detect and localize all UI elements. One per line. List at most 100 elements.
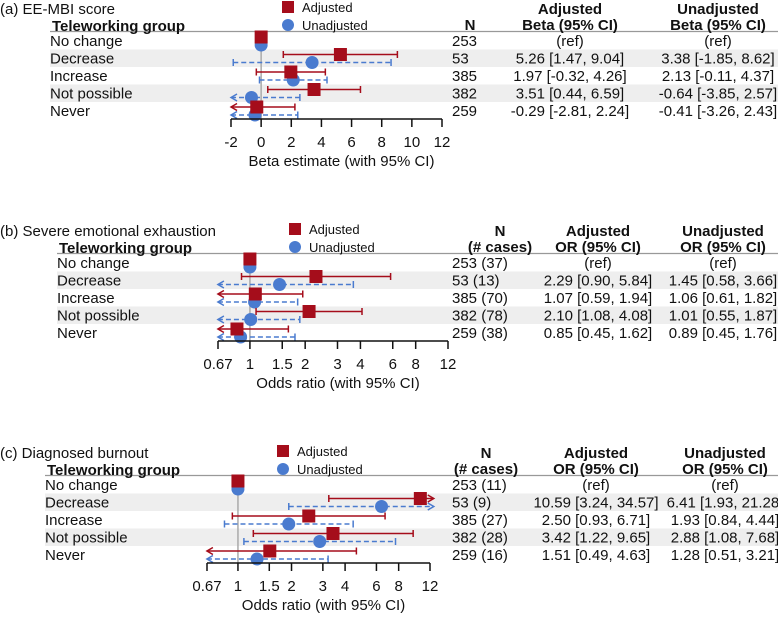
unadjusted-estimate: 0.89 [0.45, 1.76] [669,325,777,342]
n-value: 385 (27) [452,512,508,529]
unadj-ci-arrow-left-icon [229,110,238,120]
adjusted-point [307,83,321,96]
legend-unadjusted-circle-icon [289,241,301,253]
adjusted-estimate: 10.59 [3.24, 34.57] [533,495,658,512]
legend-unadjusted-label: Unadjusted [302,18,368,33]
adjusted-point [248,287,262,301]
adjusted-header: OR (95% CI) [555,239,641,256]
unadjusted-header: OR (95% CI) [680,239,766,256]
n-header: (# cases) [454,461,518,478]
adjusted-estimate: (ref) [582,477,610,494]
adj-ci-arrow-left-icon [229,102,238,112]
unadjusted-header: OR (95% CI) [682,461,768,478]
row-label: Decrease [45,495,109,512]
row-band [45,493,778,511]
n-value: 385 (70) [452,290,508,307]
x-tick-label: 3 [319,578,327,595]
x-tick-label: 6 [347,134,355,151]
unadj-ci-arrow-left-icon [229,93,238,102]
unadj-ci-arrow-left-icon [216,332,225,342]
unadjusted-header: Unadjusted [684,445,766,462]
adjusted-estimate: 2.50 [0.93, 6.71] [542,512,650,529]
adjusted-estimate: 1.97 [-0.32, 4.26] [513,68,626,85]
x-tick-label: 8 [412,356,420,373]
x-axis-label: Odds ratio (with 95% CI) [242,597,405,614]
unadjusted-estimate: 1.93 [0.84, 4.44] [671,512,778,529]
unadj-ci-arrow-right-icon [427,502,436,511]
adjusted-point [230,322,244,336]
x-tick-label: 1.5 [272,356,293,373]
adjusted-header: Beta (95% CI) [522,17,618,34]
adjusted-point [326,527,340,540]
adj-ci-arrow-left-icon [216,324,225,334]
x-tick-label: 10 [404,134,421,151]
adjusted-estimate: 3.51 [0.44, 6.59] [516,86,624,103]
unadj-ci-arrow-left-icon [216,297,225,307]
x-tick-label: 2 [287,578,295,595]
row-band [50,49,778,67]
group-header: Teleworking group [52,18,185,35]
n-value: 382 (78) [452,308,508,325]
unadjusted-estimate: -0.41 [-3.26, 2.43] [659,103,777,120]
adjusted-header: Adjusted [566,223,630,240]
x-axis-label: Beta estimate (with 95% CI) [249,153,435,170]
n-header: N [465,17,476,34]
n-value: 385 [452,68,477,85]
adjusted-point [333,48,347,61]
row-label: Increase [45,512,103,529]
adjusted-estimate: 0.85 [0.45, 1.62] [544,325,652,342]
adjusted-estimate: 5.26 [1.47, 9.04] [516,51,624,68]
x-tick-label: 2 [287,134,295,151]
adjusted-point [263,544,277,558]
unadjusted-estimate: 2.88 [1.08, 7.68] [671,530,778,547]
adjusted-point [302,305,316,318]
n-value: 253 (11) [452,477,507,494]
unadjusted-point [313,535,327,548]
panel-b: (b) Severe emotional exhaustionTeleworki… [0,222,778,392]
x-tick-label: -2 [224,134,237,151]
row-label: Not possible [57,308,140,325]
row-label: Increase [57,290,115,307]
row-label: Decrease [57,273,121,290]
n-header: (# cases) [468,239,532,256]
adjusted-estimate: (ref) [584,255,612,272]
unadjusted-estimate: 2.13 [-0.11, 4.37] [662,68,774,85]
group-header: Teleworking group [59,240,192,257]
group-header: Teleworking group [47,462,180,479]
x-tick-label: 1 [234,578,242,595]
x-tick-label: 12 [440,356,457,373]
row-label: Never [50,103,90,120]
adjusted-point [231,474,245,488]
legend-adjusted-label: Adjusted [297,444,348,459]
n-value: 253 (37) [452,255,508,272]
legend-unadjusted-label: Unadjusted [309,240,375,255]
adjusted-header: Adjusted [538,1,602,18]
n-value: 53 [452,51,469,68]
unadjusted-point [305,56,319,69]
unadjusted-estimate: 6.41 [1.93, 21.28] [667,495,778,512]
unadjusted-estimate: 1.45 [0.58, 3.66] [669,273,777,290]
unadjusted-estimate: 1.28 [0.51, 3.21] [671,547,778,564]
x-tick-label: 4 [317,134,325,151]
panel-title: (b) Severe emotional exhaustion [0,223,216,240]
adjusted-estimate: (ref) [556,33,584,50]
n-value: 382 (28) [452,530,508,547]
unadjusted-point [244,313,258,326]
row-label: Never [45,547,85,564]
adjusted-point [250,100,264,114]
legend-unadjusted-label: Unadjusted [297,462,363,477]
row-label: Increase [50,68,108,85]
x-tick-label: 3 [333,356,341,373]
n-value: 259 (38) [452,325,508,342]
unadjusted-estimate: (ref) [704,33,732,50]
x-tick-label: 0 [257,134,265,151]
legend-adjusted-label: Adjusted [309,222,360,237]
x-tick-label: 4 [341,578,349,595]
row-label: Decrease [50,51,114,68]
unadj-ci-arrow-left-icon [216,315,225,324]
x-tick-label: 12 [422,578,439,595]
adjusted-point [284,65,298,79]
row-label: No change [50,33,123,50]
unadjusted-header: Unadjusted [682,223,764,240]
